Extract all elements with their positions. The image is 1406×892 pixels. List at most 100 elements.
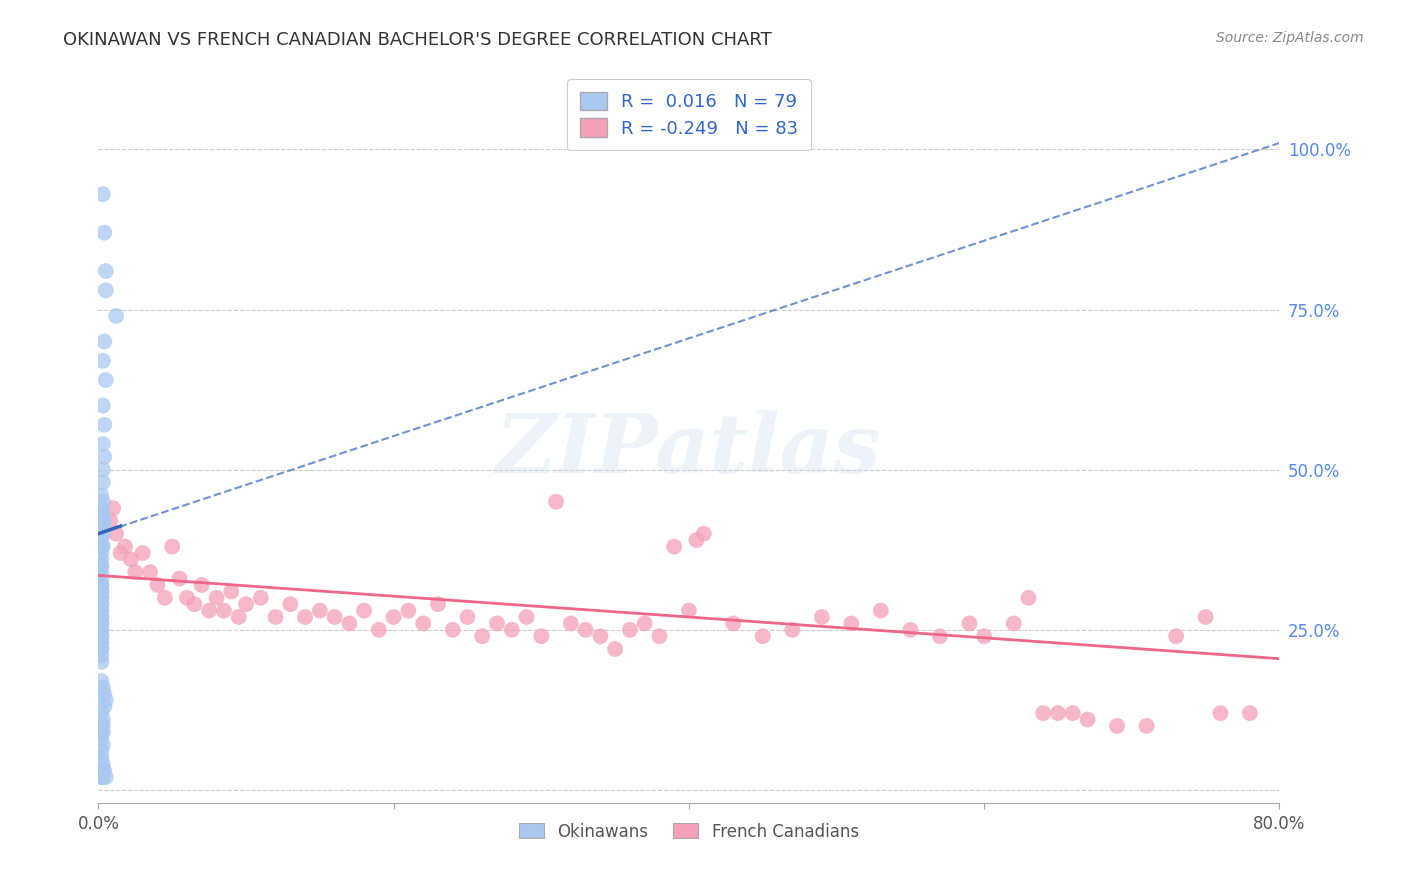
Point [441,623,464,637]
Point [90,578,112,592]
Point [90,731,112,746]
Text: OKINAWAN VS FRENCH CANADIAN BACHELOR'S DEGREE CORRELATION CHART: OKINAWAN VS FRENCH CANADIAN BACHELOR'S D… [63,31,772,49]
Point [90,623,112,637]
Point [929,629,952,643]
Point [93,687,115,701]
Point [93,417,115,432]
Point [90,565,112,579]
Point [841,616,863,631]
Point [471,629,494,643]
Point [183,597,205,611]
Point [560,616,582,631]
Point [693,526,716,541]
Point [94,264,117,278]
Point [90,558,112,573]
Point [264,610,287,624]
Point [91,353,114,368]
Point [162,540,183,554]
Point [90,488,112,502]
Point [228,610,250,624]
Point [91,764,114,778]
Point [339,616,361,631]
Point [1032,706,1054,720]
Point [382,610,405,624]
Point [91,463,114,477]
Point [91,738,114,752]
Point [98,514,121,528]
Point [90,623,112,637]
Point [93,334,115,349]
Point [280,597,302,611]
Point [575,623,598,637]
Point [93,514,115,528]
Point [323,610,346,624]
Point [90,629,112,643]
Point [90,706,112,720]
Point [205,591,228,605]
Point [90,501,112,516]
Point [294,610,316,624]
Point [1002,616,1025,631]
Point [90,597,112,611]
Point [250,591,273,605]
Point [90,546,112,560]
Point [90,533,112,548]
Point [90,770,112,784]
Point [169,572,191,586]
Point [93,450,115,464]
Point [501,623,523,637]
Point [1209,706,1232,720]
Point [90,642,112,657]
Point [90,514,112,528]
Point [90,508,112,522]
Point [1239,706,1261,720]
Point [1077,713,1099,727]
Point [870,604,893,618]
Point [457,610,479,624]
Point [91,187,114,202]
Point [723,616,745,631]
Point [105,309,128,323]
Point [221,584,243,599]
Point [427,597,450,611]
Point [90,674,112,689]
Point [90,635,112,649]
Point [1018,591,1040,605]
Point [412,616,434,631]
Point [619,623,641,637]
Point [91,475,114,490]
Point [91,526,114,541]
Point [90,591,112,605]
Point [176,591,198,605]
Point [634,616,657,631]
Point [110,546,132,560]
Point [90,719,112,733]
Point [91,713,114,727]
Point [132,546,155,560]
Point [90,584,112,599]
Point [91,508,114,522]
Point [90,725,112,739]
Point [368,623,391,637]
Point [1047,706,1070,720]
Point [546,494,568,508]
Point [94,283,117,297]
Point [90,610,112,624]
Point [94,693,117,707]
Point [1062,706,1084,720]
Legend: Okinawans, French Canadians: Okinawans, French Canadians [512,816,866,847]
Point [90,597,112,611]
Point [90,635,112,649]
Point [94,373,117,387]
Point [90,616,112,631]
Point [664,540,686,554]
Point [212,604,235,618]
Point [90,591,112,605]
Point [648,629,671,643]
Point [93,699,115,714]
Point [91,520,114,534]
Point [1107,719,1129,733]
Point [752,629,775,643]
Point [398,604,420,618]
Point [678,604,700,618]
